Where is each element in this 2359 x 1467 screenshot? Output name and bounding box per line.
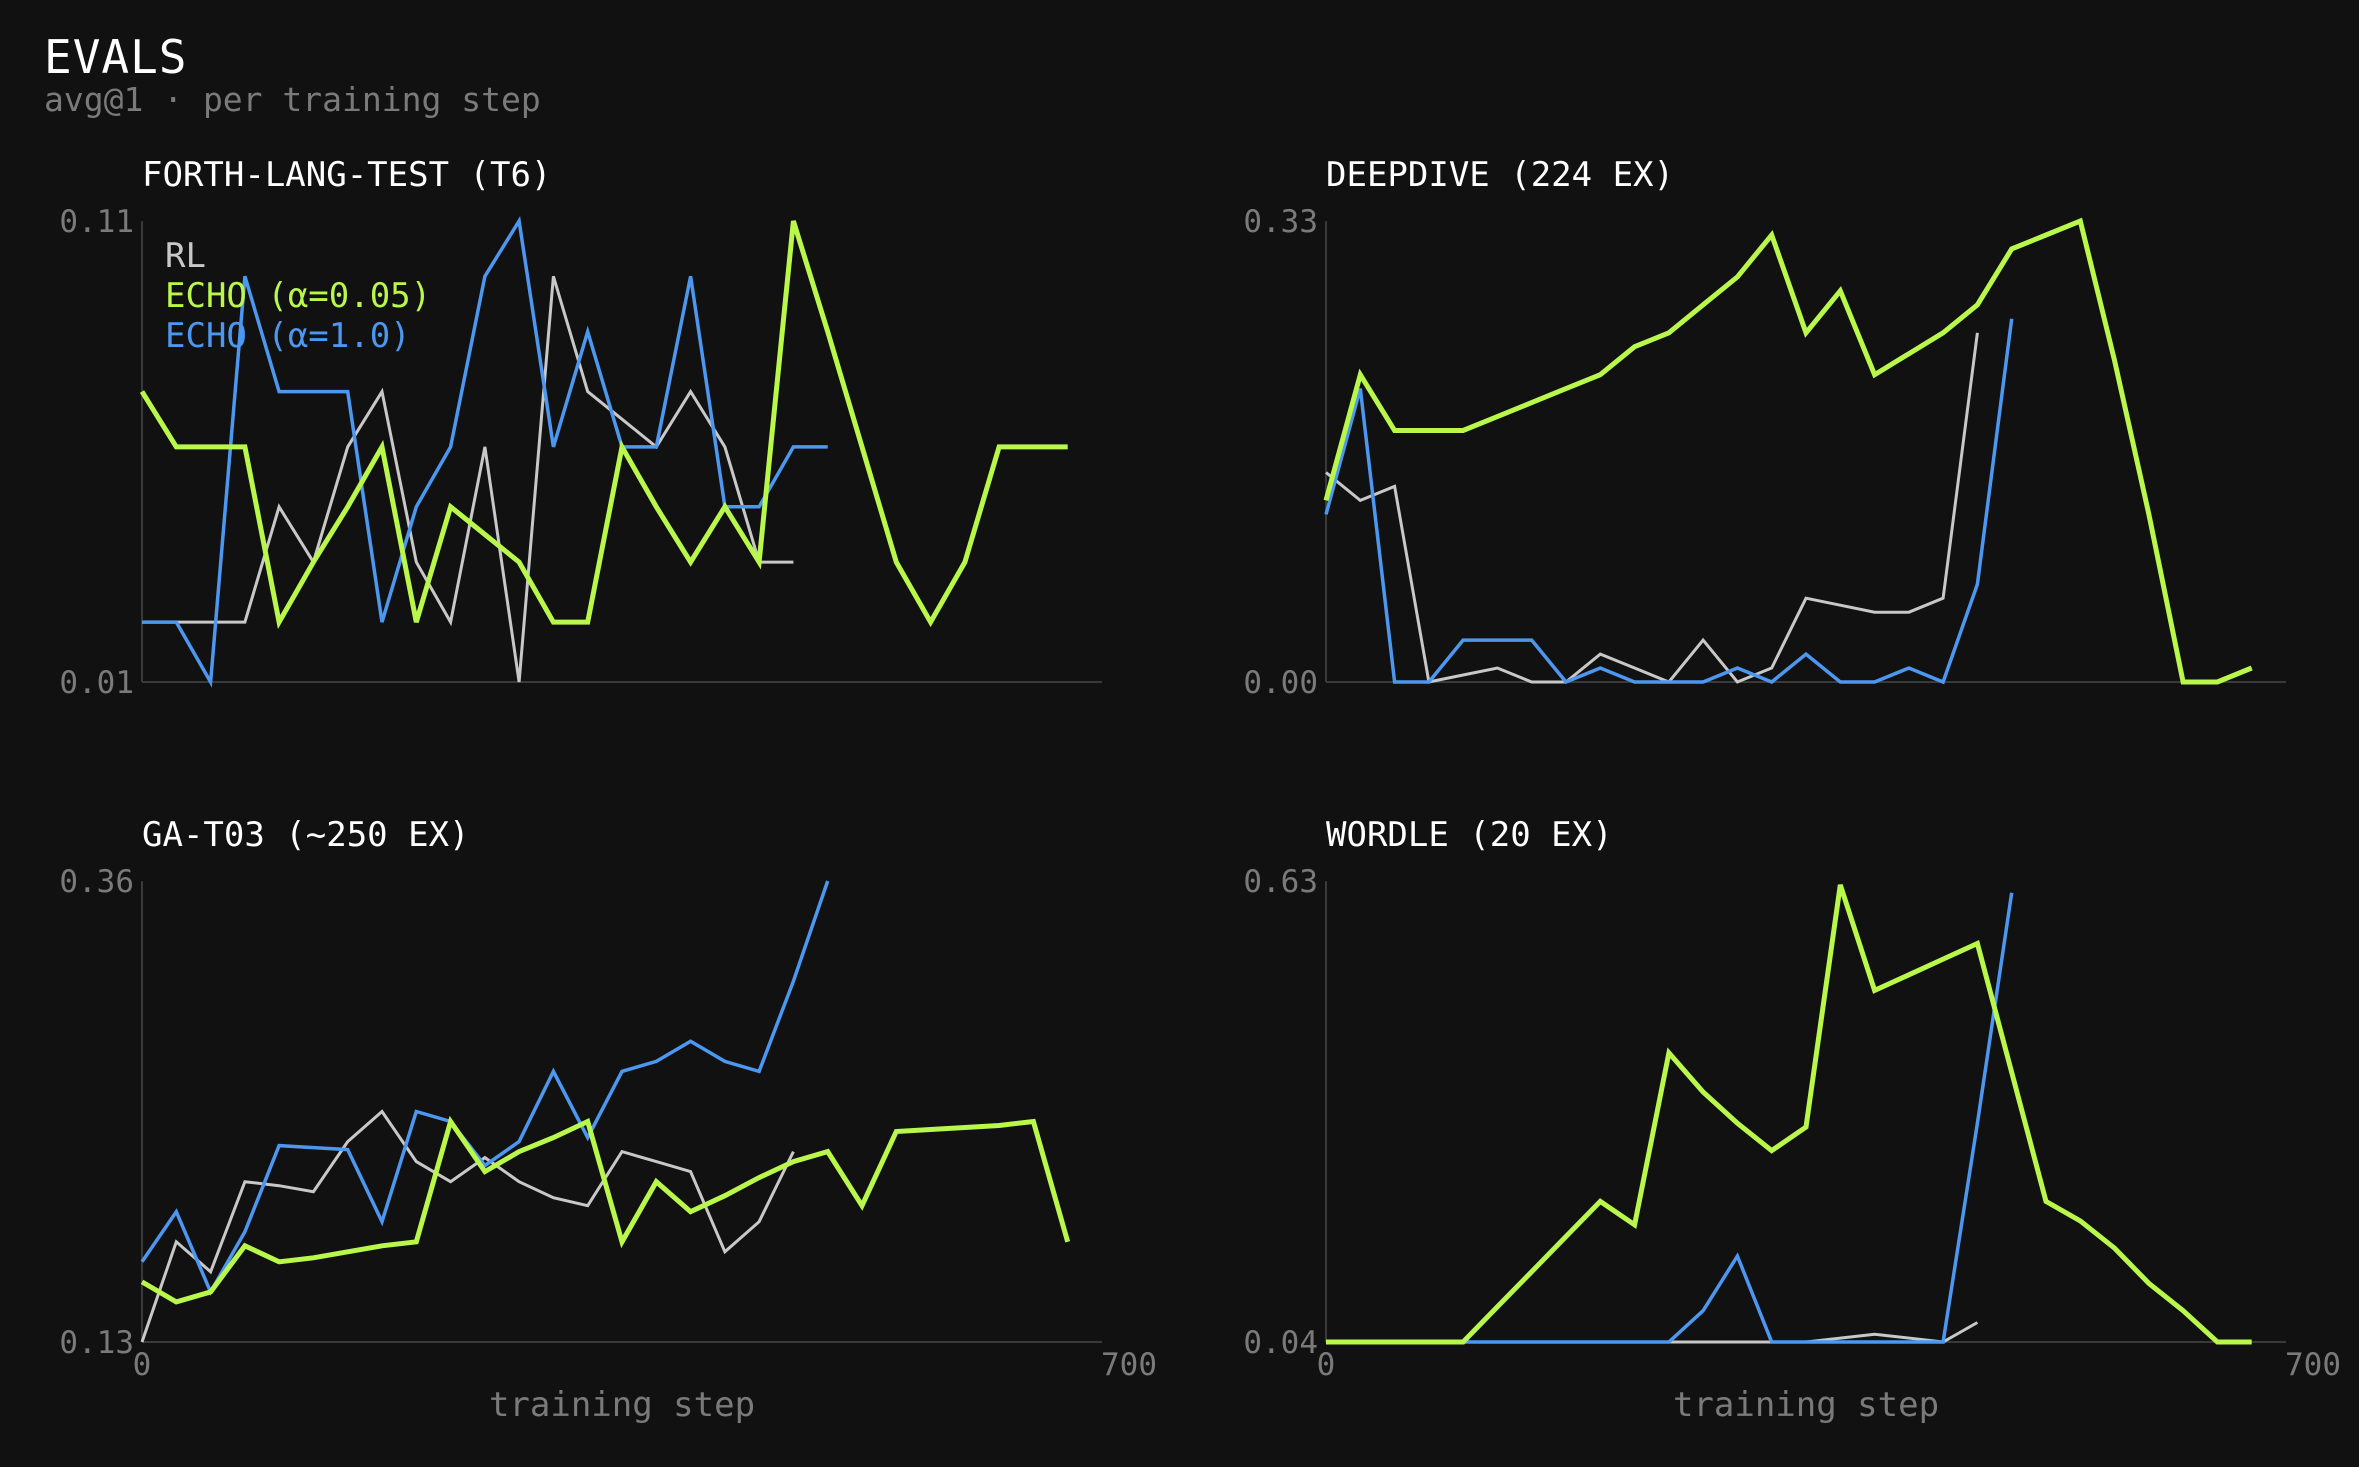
- series-line-echo-10: [140, 880, 830, 1296]
- y-tick-label: 0.01: [59, 665, 134, 701]
- chart-panel-2: DEEPDIVE (224 EX)0.33 0.00: [1243, 155, 2286, 701]
- y-tick-label: 0.36: [59, 864, 134, 900]
- x-tick-label: 700: [1101, 1347, 1157, 1383]
- x-tick-label: 700: [2285, 1347, 2341, 1383]
- series-line-echo-005: [1326, 884, 2252, 1345]
- series-line-rl: [1326, 1321, 1979, 1344]
- series-line-rl: [142, 275, 794, 683]
- y-tick-label: 0.00: [1243, 665, 1318, 701]
- series-line-echo-005: [139, 220, 1068, 630]
- y-tick-label: 0.11: [59, 204, 134, 240]
- y-tick-label: 0.63: [1243, 864, 1318, 900]
- x-tick-label: 0: [133, 1347, 152, 1383]
- x-axis-label: training step: [1673, 1385, 1939, 1425]
- chart-panel-3: GA-T03 (~250 EX)0.36 0.130 700 training ste…: [59, 815, 1157, 1425]
- x-tick-label: 0: [1317, 1347, 1336, 1383]
- series-line-rl: [140, 1109, 795, 1343]
- y-tick-label: 0.04: [1243, 1325, 1318, 1361]
- y-tick-label: 0.13: [59, 1325, 134, 1361]
- series-line-echo-005: [1323, 217, 2253, 685]
- series-line-rl: [1325, 332, 1979, 684]
- panel-title: WORDLE (20 EX): [1326, 815, 1613, 855]
- series-line-echo-10: [142, 216, 828, 688]
- series-line-echo-005: [140, 1115, 1071, 1305]
- series-line-echo-10: [1324, 318, 2014, 685]
- page-title: EVALS: [44, 30, 188, 84]
- legend-label: RL: [165, 236, 206, 276]
- chart-panel-4: WORDLE (20 EX)0.63 0.040 700 training step: [1243, 815, 2341, 1425]
- panel-title: DEEPDIVE (224 EX): [1326, 155, 1674, 195]
- panel-title: FORTH-LANG-TEST (T6): [142, 155, 551, 195]
- y-tick-label: 0.33: [1243, 204, 1318, 240]
- series-line-echo-10: [1326, 892, 2014, 1344]
- panel-title: GA-T03 (~250 EX): [142, 815, 470, 855]
- x-axis-label: training step: [489, 1385, 755, 1425]
- legend-label: ECHO (α=1.0): [165, 316, 411, 356]
- page-subtitle: avg@1 · per training step: [44, 80, 541, 119]
- legend-label: ECHO (α=0.05): [165, 276, 431, 316]
